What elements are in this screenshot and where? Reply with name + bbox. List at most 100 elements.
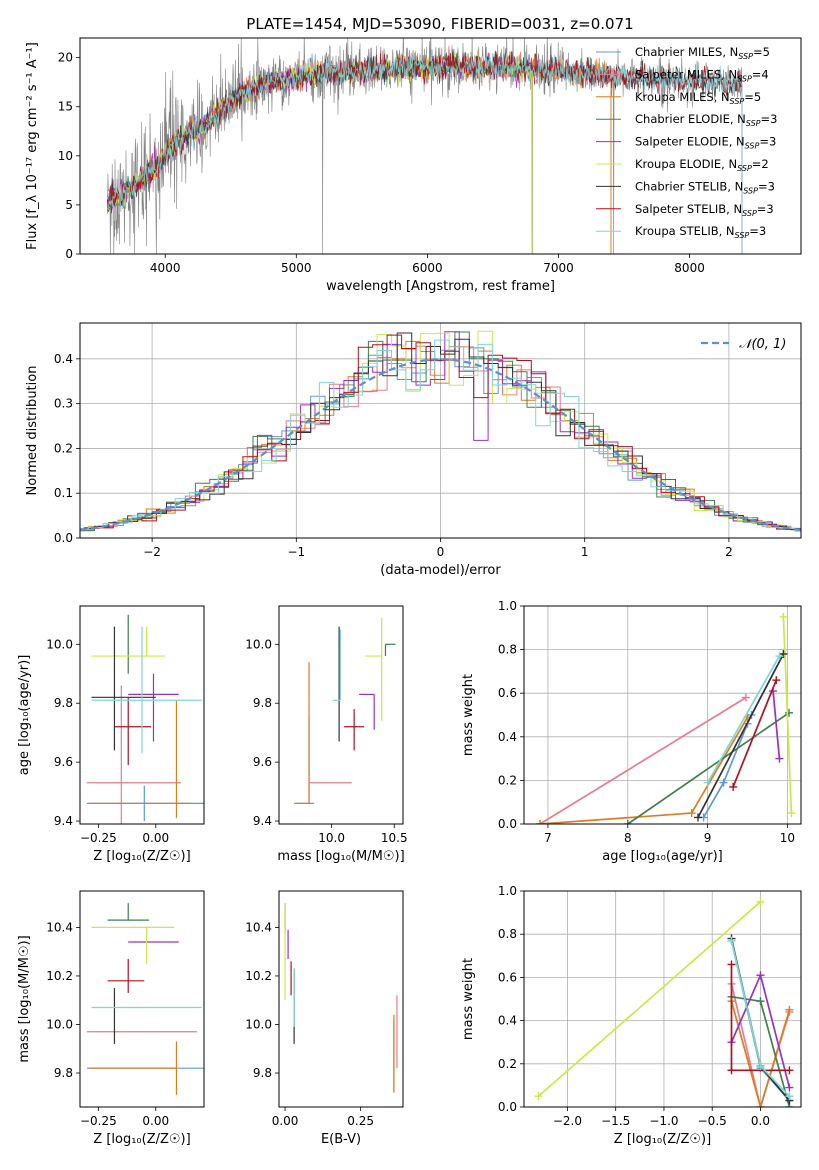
legend-entry: Chabrier ELODIE, NSSP=3 <box>635 112 777 128</box>
x-axis-label: E(B-V) <box>321 1132 361 1147</box>
y-tick-label: 0 <box>65 247 73 261</box>
errorbar-point <box>294 661 310 804</box>
y-axis-label: Normed distribution <box>25 366 40 496</box>
weight-marker <box>719 778 728 787</box>
weight-marker <box>534 1092 543 1101</box>
plot-area <box>535 612 796 824</box>
histogram-legend: 𝒩(0, 1) <box>701 337 786 352</box>
x-tick-label: 10 <box>780 831 795 845</box>
histogram-step <box>80 334 801 531</box>
errorbar-point <box>89 1041 178 1095</box>
y-tick-label: 10.4 <box>245 920 272 934</box>
y-tick-label: 10.2 <box>245 969 272 983</box>
x-tick-label: 0.00 <box>142 831 169 845</box>
histogram-step <box>80 339 801 532</box>
y-tick-label: 0.0 <box>498 1100 517 1114</box>
x-tick-label: 0.25 <box>347 1114 374 1128</box>
spectrum-model-line <box>107 51 742 212</box>
y-tick-label: 1.0 <box>498 599 517 613</box>
x-tick-label: 0 <box>437 545 445 559</box>
x-tick-label: 0.00 <box>142 1114 169 1128</box>
y-tick-label: 9.8 <box>253 696 272 710</box>
x-tick-label: 9 <box>704 831 712 845</box>
errorbar-point <box>86 685 182 824</box>
legend-entry: Kroupa ELODIE, NSSP=2 <box>635 157 769 173</box>
panel-mass-vs-ebv: 0.00 0.25 9.8 10.0 10.2 10.4 E(B-V) <box>245 890 404 1147</box>
legend-entry: Salpeter STELIB, NSSP=3 <box>635 202 774 218</box>
errorbar-point <box>91 626 202 754</box>
y-tick-label: 0.4 <box>498 730 517 744</box>
x-tick-label: 6000 <box>412 261 443 275</box>
weight-line <box>537 901 762 1097</box>
weight-line <box>732 679 778 788</box>
weight-marker <box>779 612 788 621</box>
legend-entry: Kroupa MILES, NSSP=5 <box>635 90 761 106</box>
weight-marker <box>694 813 703 822</box>
weight-marker <box>687 809 696 818</box>
errorbar-point <box>91 626 165 657</box>
x-tick-label: 5000 <box>281 261 312 275</box>
y-axis-label: mass weight <box>461 958 476 1040</box>
x-tick-label: 10.0 <box>318 831 345 845</box>
weight-marker <box>756 1103 765 1107</box>
weight-marker <box>785 1083 794 1092</box>
x-tick-label: 10.5 <box>381 831 408 845</box>
plot-area <box>534 897 794 1107</box>
errorbar-point <box>114 697 152 766</box>
weight-marker <box>623 820 632 824</box>
panel-age-vs-mass: 10.0 10.5 9.4 9.6 9.8 10.0 mass [log₁₀(M/M☉)] <box>245 605 408 864</box>
x-axis-label: Z [log₁₀(Z/Z☉)] <box>93 1132 190 1147</box>
y-tick-label: 0.0 <box>498 817 517 831</box>
figure-title: PLATE=1454, MJD=53090, FIBERID=0031, z=0… <box>246 15 633 33</box>
weight-line <box>697 653 785 818</box>
y-tick-label: 0.6 <box>498 970 517 984</box>
axes-frame <box>79 37 802 255</box>
y-tick-label: 0.3 <box>54 397 73 411</box>
y-tick-label: 10.2 <box>46 969 73 983</box>
y-tick-label: 9.6 <box>54 755 73 769</box>
y-tick-label: 9.8 <box>253 1066 272 1080</box>
plot-area <box>86 614 204 824</box>
x-tick-label: −0.5 <box>698 1114 727 1128</box>
y-tick-label: 0.4 <box>54 352 73 366</box>
y-tick-label: 0.8 <box>498 643 517 657</box>
y-tick-label: 0.2 <box>498 773 517 787</box>
y-axis-label: mass weight <box>461 674 476 756</box>
errorbar-point <box>296 715 315 804</box>
y-tick-label: 1.0 <box>498 884 517 898</box>
legend-entry: 𝒩(0, 1) <box>739 337 786 352</box>
y-tick-label: 9.4 <box>54 814 73 828</box>
weight-line <box>539 696 747 824</box>
x-tick-label: 2 <box>725 545 733 559</box>
weight-marker <box>775 754 784 763</box>
legend-entry: Kroupa STELIB, NSSP=3 <box>635 224 766 240</box>
panel-age-vs-Z: −0.25 0.00 9.4 9.6 9.8 10.0 Z [log₁₀(Z/Z☉)] age… <box>17 605 205 864</box>
normal-curve <box>80 358 801 532</box>
weight-marker <box>756 1061 765 1070</box>
y-axis-label: age [log₁₀(age/yr)] <box>17 655 32 776</box>
y-tick-label: 9.8 <box>54 696 73 710</box>
y-tick-label: 15 <box>58 100 73 114</box>
weight-marker <box>756 897 765 906</box>
y-tick-label: 0.6 <box>498 686 517 700</box>
errorbar-point <box>107 903 149 921</box>
weight-marker <box>785 1092 794 1101</box>
weight-marker <box>741 693 750 702</box>
weight-marker <box>756 997 765 1006</box>
y-axis-label: mass [log₁₀(M/M☉)] <box>17 935 32 1062</box>
axes-frame <box>523 605 802 825</box>
y-tick-label: 0.4 <box>498 1014 517 1028</box>
legend-entry: Salpeter ELODIE, NSSP=3 <box>635 135 776 151</box>
plot-area <box>294 617 396 804</box>
spectrum-legend: Chabrier MILES, NSSP=5 Salpeter MILES, NS… <box>596 45 777 240</box>
x-tick-label: 8 <box>624 831 632 845</box>
legend-entry: Chabrier STELIB, NSSP=3 <box>635 179 775 195</box>
y-tick-label: 0.2 <box>54 441 73 455</box>
axes-frame <box>278 890 404 1108</box>
x-tick-label: −1.0 <box>649 1114 678 1128</box>
weight-marker <box>775 652 784 661</box>
x-tick-label: 4000 <box>150 261 181 275</box>
legend-entry: Salpeter MILES, NSSP=4 <box>635 67 769 83</box>
y-tick-label: 5 <box>65 198 73 212</box>
